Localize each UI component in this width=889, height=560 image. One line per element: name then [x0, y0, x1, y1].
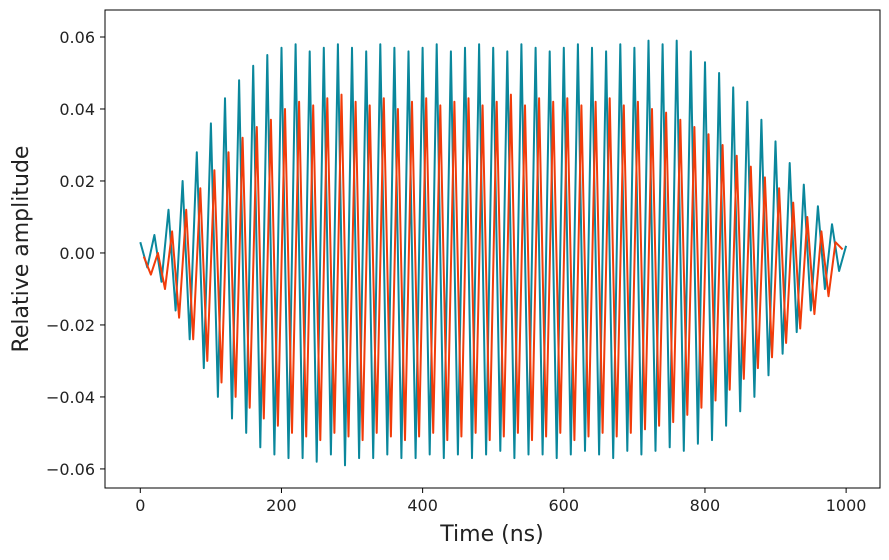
- x-axis-label: Time (ns): [439, 522, 543, 547]
- x-tick-label: 200: [266, 496, 297, 515]
- y-tick-label: −0.02: [46, 316, 95, 335]
- x-tick-label: 600: [549, 496, 580, 515]
- x-tick-label: 400: [407, 496, 438, 515]
- y-tick-label: 0.02: [59, 172, 95, 191]
- y-axis: 0.06 0.04 0.02 0.00 −0.02 −0.04 −0.06: [46, 28, 105, 479]
- x-tick-label: 1000: [826, 496, 867, 515]
- y-axis-label: Relative amplitude: [9, 146, 34, 353]
- series-layer: [139, 39, 848, 467]
- y-tick-label: 0.06: [59, 28, 95, 47]
- x-tick-label: 800: [690, 496, 721, 515]
- y-tick-label: 0.00: [59, 244, 95, 263]
- y-tick-label: −0.06: [46, 460, 95, 479]
- x-tick-label: 0: [135, 496, 145, 515]
- y-tick-label: 0.04: [59, 100, 95, 119]
- plot-frame: [104, 9, 881, 489]
- y-tick-label: −0.04: [46, 388, 95, 407]
- x-axis: 0 200 400 600 800 1000: [135, 488, 866, 515]
- series-line-2: [142, 93, 844, 442]
